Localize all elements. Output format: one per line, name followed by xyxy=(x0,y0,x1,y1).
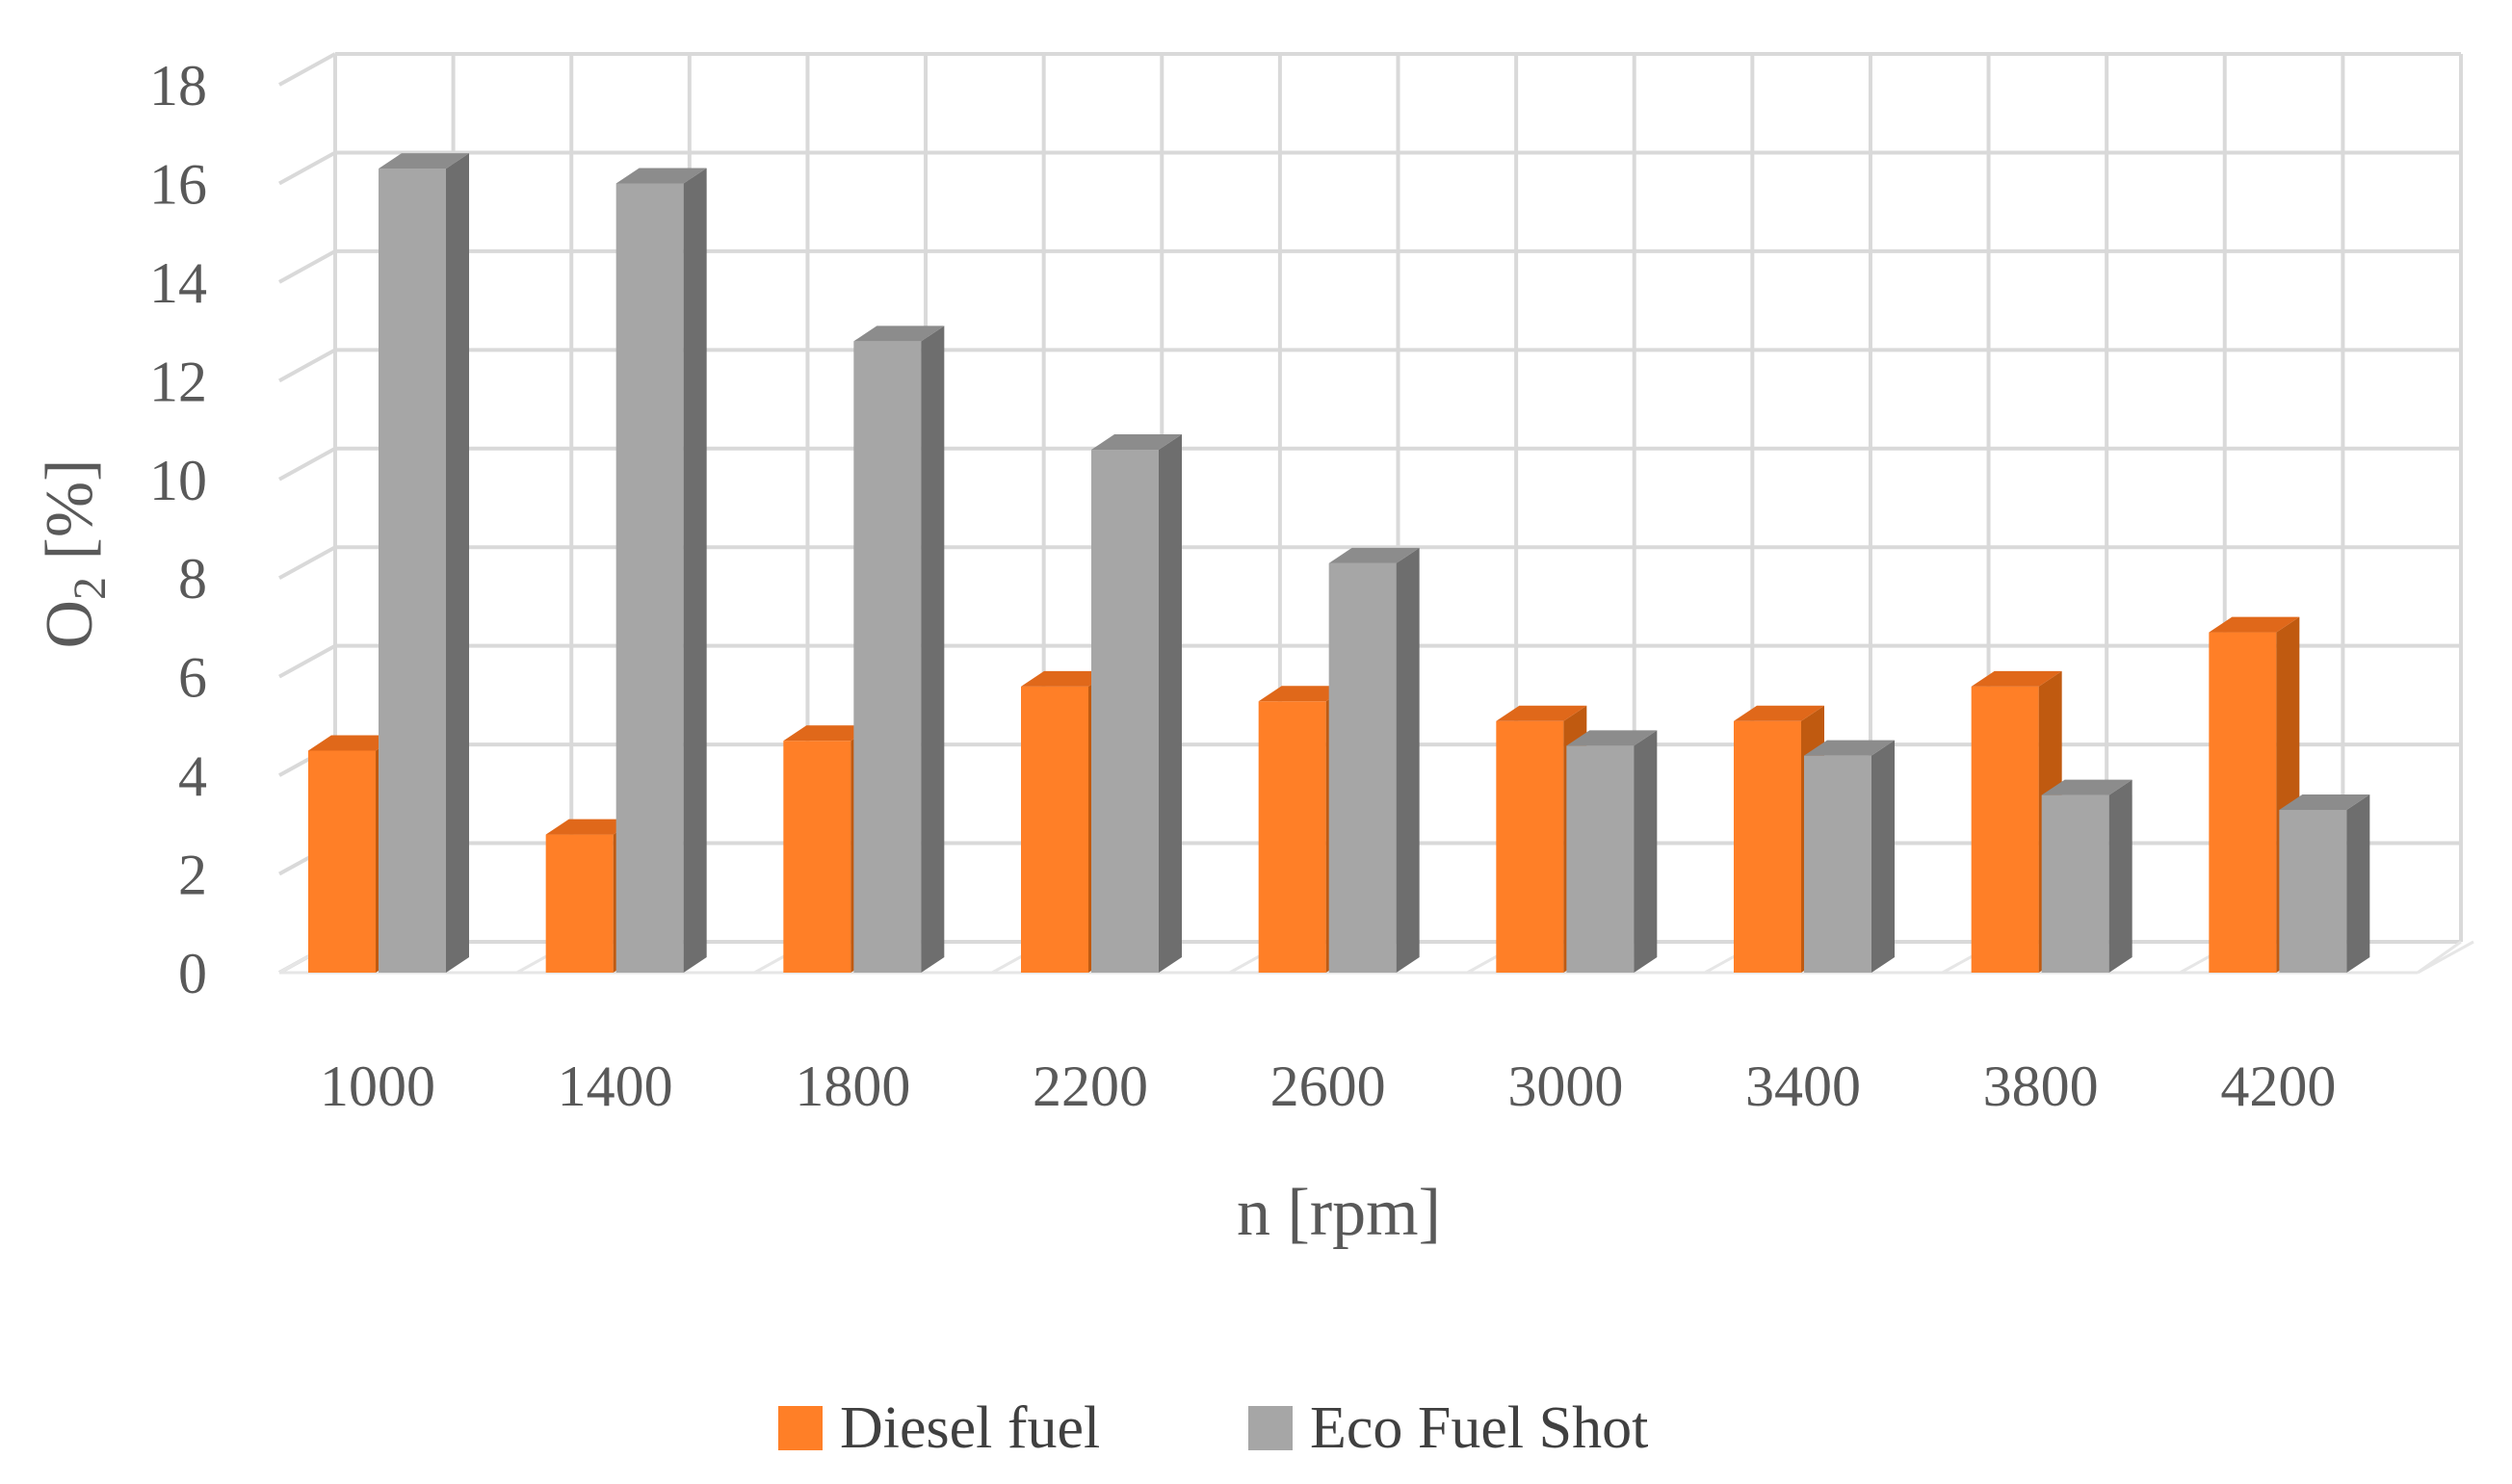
bar-front-face xyxy=(545,834,614,973)
y-axis-title-main: O xyxy=(33,600,107,649)
bar-top-face xyxy=(615,168,707,184)
x-tick-label: 3800 xyxy=(1983,1054,2099,1118)
legend: Diesel fuel Eco Fuel Shot xyxy=(778,1395,1648,1461)
gridline-side xyxy=(278,545,336,580)
bar-front-face xyxy=(308,750,376,973)
y-tick-label: 14 xyxy=(149,251,207,315)
bar-diesel-3800 xyxy=(1971,670,2062,973)
bar-side-face xyxy=(1159,434,1182,973)
bar-top-face xyxy=(308,735,399,751)
bar-top-face xyxy=(1496,705,1587,721)
bar-top-face xyxy=(379,153,469,169)
y-axis-title-subscript: 2 xyxy=(65,577,116,600)
bar-side-face xyxy=(2346,794,2370,973)
bar-front-face xyxy=(853,341,922,973)
x-tick-label: 2200 xyxy=(1033,1054,1148,1118)
gridline-side xyxy=(278,249,336,284)
bar-side-face xyxy=(2108,779,2133,973)
y-axis-ticks: 0 2 4 6 8 10 12 14 16 18 xyxy=(149,54,207,1005)
x-tick-label: 3000 xyxy=(1507,1054,1623,1118)
gridline-side xyxy=(278,52,336,87)
x-tick-label: 3400 xyxy=(1745,1054,1861,1118)
bar-front-face xyxy=(1258,701,1326,973)
bar-side-face xyxy=(1871,740,1895,973)
floor-divider xyxy=(2417,940,2474,975)
legend-label-eco-fuel-shot: Eco Fuel Shot xyxy=(1310,1395,1648,1461)
y-tick-label: 16 xyxy=(149,152,207,216)
bar-eco-fuel-shot-2200 xyxy=(1091,434,1182,973)
bar-eco-fuel-shot-1000 xyxy=(379,153,469,974)
x-tick-label: 4200 xyxy=(2220,1054,2336,1118)
y-tick-label: 18 xyxy=(149,54,207,117)
bar-side-face xyxy=(1634,730,1658,973)
bar-eco-fuel-shot-3000 xyxy=(1566,730,1658,973)
x-axis-ticks: 1000 1400 1800 2200 2600 3000 3400 3800 4200 xyxy=(320,1054,2336,1118)
bar-front-face xyxy=(1971,686,2039,973)
bar-top-face xyxy=(1021,670,1112,687)
bar-top-face xyxy=(2041,779,2133,795)
y-tick-label: 2 xyxy=(178,844,207,907)
bar-top-face xyxy=(1091,434,1182,451)
bar-front-face xyxy=(2041,794,2109,973)
bar-front-face xyxy=(615,183,684,973)
legend-swatch-eco-fuel-shot xyxy=(1248,1406,1293,1450)
bar-front-face xyxy=(2209,632,2277,973)
y-tick-label: 8 xyxy=(178,547,207,611)
bar-top-face xyxy=(2279,794,2370,810)
y-tick-label: 10 xyxy=(149,449,207,512)
bar-eco-fuel-shot-4200 xyxy=(2279,794,2370,973)
gridline-side xyxy=(278,150,336,186)
bar-top-face xyxy=(1566,730,1658,746)
bar-top-face xyxy=(1328,547,1420,563)
bar-eco-fuel-shot-1800 xyxy=(853,325,945,973)
bar-side-face xyxy=(446,153,469,974)
bar-top-face xyxy=(783,725,875,742)
bar-eco-fuel-shot-2600 xyxy=(1328,547,1420,973)
bar-front-face xyxy=(1566,745,1635,973)
bar-top-face xyxy=(545,819,637,835)
y-tick-label: 12 xyxy=(149,350,207,413)
legend-label-diesel: Diesel fuel xyxy=(840,1395,1100,1461)
bar-front-face xyxy=(1734,720,1801,973)
bar-eco-fuel-shot-1400 xyxy=(615,168,707,973)
bars xyxy=(308,153,2370,974)
bar-top-face xyxy=(1734,705,1824,721)
x-tick-label: 2600 xyxy=(1270,1054,1386,1118)
bar-front-face xyxy=(1021,686,1088,973)
y-tick-label: 4 xyxy=(178,744,207,808)
gridline-side xyxy=(278,643,336,679)
y-axis-title: O2 [%] xyxy=(33,459,116,649)
x-tick-label: 1400 xyxy=(558,1054,673,1118)
y-tick-label: 0 xyxy=(178,942,207,1005)
x-axis-title: n [rpm] xyxy=(1237,1176,1441,1250)
bar-front-face xyxy=(783,741,851,973)
bar-side-face xyxy=(1396,547,1420,973)
bar-top-face xyxy=(1971,670,2062,687)
bar-top-face xyxy=(853,325,945,342)
x-tick-label: 1800 xyxy=(795,1054,910,1118)
x-tick-label: 1000 xyxy=(320,1054,435,1118)
bar-front-face xyxy=(1091,450,1159,973)
legend-swatch-diesel xyxy=(778,1406,823,1450)
bar-top-face xyxy=(1804,740,1895,756)
bar-eco-fuel-shot-3800 xyxy=(2041,779,2133,973)
bar-top-face xyxy=(1258,686,1349,702)
bar-front-face xyxy=(1496,720,1564,973)
y-axis-title-unit: [%] xyxy=(33,459,107,577)
bar-front-face xyxy=(1804,755,1871,973)
y-tick-label: 6 xyxy=(178,646,207,710)
gridline-side xyxy=(278,348,336,383)
bar-front-face xyxy=(2279,809,2347,973)
bar-side-face xyxy=(921,325,945,973)
bar-eco-fuel-shot-3400 xyxy=(1804,740,1895,973)
gridline-side xyxy=(278,447,336,482)
bar-top-face xyxy=(2209,616,2300,633)
bar-side-face xyxy=(683,168,707,973)
bar-front-face xyxy=(379,169,446,974)
bar-front-face xyxy=(1328,562,1397,973)
